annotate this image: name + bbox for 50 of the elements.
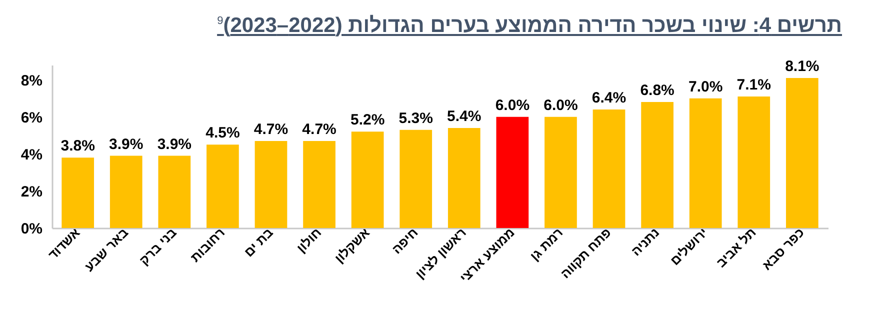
bar [689, 98, 722, 228]
x-tick-label: אשקלון [332, 224, 373, 266]
x-tick-label: באר שבע [82, 224, 132, 274]
data-label: 4.5% [206, 124, 240, 142]
data-label: 6.0% [495, 96, 530, 114]
bar [158, 156, 191, 228]
x-tick-label: בת ים [241, 224, 276, 260]
bar [544, 116, 577, 228]
bar [592, 109, 626, 228]
bar [303, 140, 336, 228]
data-label: 3.8% [60, 138, 95, 155]
bar [786, 78, 818, 228]
x-tick-label: אשדוד [45, 224, 83, 262]
data-label: 6.0% [544, 96, 578, 114]
bar [738, 96, 770, 228]
data-label: 7.1% [736, 76, 771, 94]
y-tick-label: 4% [20, 146, 42, 164]
bar [110, 156, 142, 228]
bar [448, 128, 480, 228]
data-label: 8.1% [785, 58, 820, 75]
data-label: 5.3% [398, 110, 433, 127]
bar [641, 102, 674, 228]
x-tick-label: חיפה [388, 224, 421, 257]
bar [496, 116, 529, 228]
data-label: 6.4% [592, 89, 626, 106]
data-label: 4.7% [302, 120, 336, 138]
bar [351, 132, 384, 228]
bar [206, 144, 239, 228]
x-tick-label: כפר סבא [759, 224, 808, 273]
x-tick-label: בני ברק [136, 224, 180, 268]
x-tick-label: רמת גן [527, 224, 566, 264]
bar [254, 140, 288, 228]
bar [400, 130, 432, 228]
y-tick-label: 0% [20, 220, 42, 238]
data-label: 6.8% [640, 82, 674, 100]
y-tick-label: 6% [20, 109, 42, 126]
data-label: 5.4% [447, 108, 482, 125]
y-tick-label: 8% [20, 72, 42, 90]
data-label: 3.9% [109, 136, 144, 153]
x-tick-label: חולון [294, 224, 324, 256]
x-tick-label: רחובות [188, 224, 228, 265]
x-tick-label: ירושלים [667, 224, 711, 268]
data-label: 3.9% [157, 136, 192, 153]
data-label: 7.0% [688, 78, 723, 96]
data-label: 4.7% [254, 120, 288, 138]
x-tick-label: תל אביב [713, 224, 759, 270]
x-tick-label: נתניה [628, 224, 662, 259]
data-label: 5.2% [350, 112, 385, 129]
y-tick-label: 2% [20, 183, 42, 200]
bar [62, 158, 94, 228]
